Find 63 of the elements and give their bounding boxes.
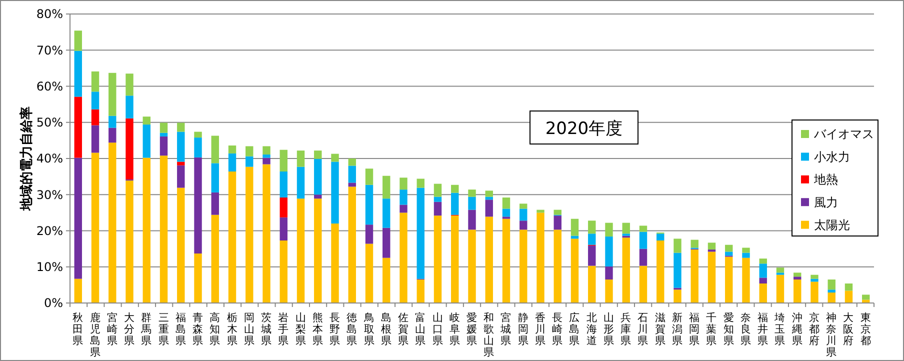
x-tick-label: 長野県	[330, 312, 341, 347]
x-tick-label: 福井県	[758, 311, 769, 347]
x-tick-label: 岡山県	[244, 312, 255, 347]
x-tick-label: 石川県	[638, 312, 649, 347]
x-tick-label: 滋賀県	[654, 312, 666, 347]
y-tick-label: 0%	[44, 296, 63, 310]
x-tick-label: 鹿児島県	[90, 311, 101, 358]
x-tick-label: 山形県	[603, 311, 614, 347]
x-tick-label: 青森県	[192, 311, 204, 347]
x-tick-label: 兵庫県	[620, 311, 632, 347]
x-tick-label: 埼玉県	[774, 312, 786, 347]
y-tick-label: 40%	[36, 152, 63, 166]
x-tick-label: 福島県	[175, 311, 186, 347]
x-tick-label: 京都府	[808, 311, 820, 347]
x-tick-label: 長崎県	[552, 312, 564, 347]
y-tick-label: 80%	[36, 7, 63, 22]
x-tick-label: 鳥取県	[362, 312, 375, 347]
x-tick-label: 愛知県	[723, 311, 734, 347]
x-tick-label: 福岡県	[689, 311, 700, 347]
legend-label: 太陽光	[814, 218, 850, 232]
x-tick-label: 栃木県	[226, 312, 238, 347]
x-tick-label: 千葉県	[706, 311, 718, 347]
x-tick-label: 神奈川県	[826, 311, 838, 358]
x-tick-label: 宮城県	[500, 311, 512, 347]
x-tick-label: 北海道	[586, 311, 598, 347]
x-tick-label: 東京都	[860, 311, 872, 347]
x-tick-label: 新潟県	[672, 311, 683, 347]
x-tick-label: 徳島県	[346, 312, 358, 347]
legend-label: 地熱	[813, 172, 838, 187]
x-tick-label: 宮崎県	[106, 311, 118, 347]
x-tick-label: 山梨県	[295, 311, 306, 347]
x-tick-label: 岩手県	[278, 311, 290, 347]
x-tick-label: 島根県	[380, 311, 392, 347]
x-tick-label: 熊本県	[312, 311, 324, 347]
x-tick-label: 和歌山県	[484, 311, 495, 358]
x-tick-label: 山口県	[432, 311, 444, 347]
y-tick-label: 30%	[36, 188, 63, 202]
x-tick-label: 高知県	[210, 311, 221, 347]
x-tick-label: 香川県	[535, 311, 546, 347]
x-tick-label: 岐阜県	[449, 311, 460, 347]
y-tick-label: 50%	[36, 116, 63, 130]
x-tick-label: 大分県	[124, 311, 136, 347]
x-tick-label: 大阪府	[843, 311, 854, 347]
x-tick-label: 茨城県	[260, 311, 272, 347]
y-tick-label: 10%	[36, 260, 63, 274]
text: 2020年度	[545, 118, 623, 139]
x-tick-label: 広島県	[569, 311, 580, 347]
y-tick-label: 70%	[36, 43, 63, 58]
legend-label: バイオマス	[813, 127, 874, 142]
legend-label: 風力	[814, 195, 838, 210]
x-tick-label: 佐賀県	[398, 312, 409, 347]
y-tick-label: 20%	[36, 224, 63, 238]
x-tick-label: 群馬県	[140, 312, 152, 347]
legend-label: 小水力	[814, 150, 850, 164]
y-axis-title: 地域的電力自給率	[18, 106, 35, 212]
x-tick-label: 三重県	[158, 312, 170, 347]
x-tick-label: 奈良県	[740, 312, 752, 347]
y-tick-label: 60%	[36, 79, 63, 94]
x-tick-label: 沖縄県	[790, 311, 803, 347]
x-tick-label: 富山県	[415, 311, 426, 347]
x-tick-label: 静岡県	[518, 312, 529, 347]
x-tick-label: 愛媛県	[466, 311, 478, 347]
x-tick-label: 秋田県	[72, 312, 84, 347]
